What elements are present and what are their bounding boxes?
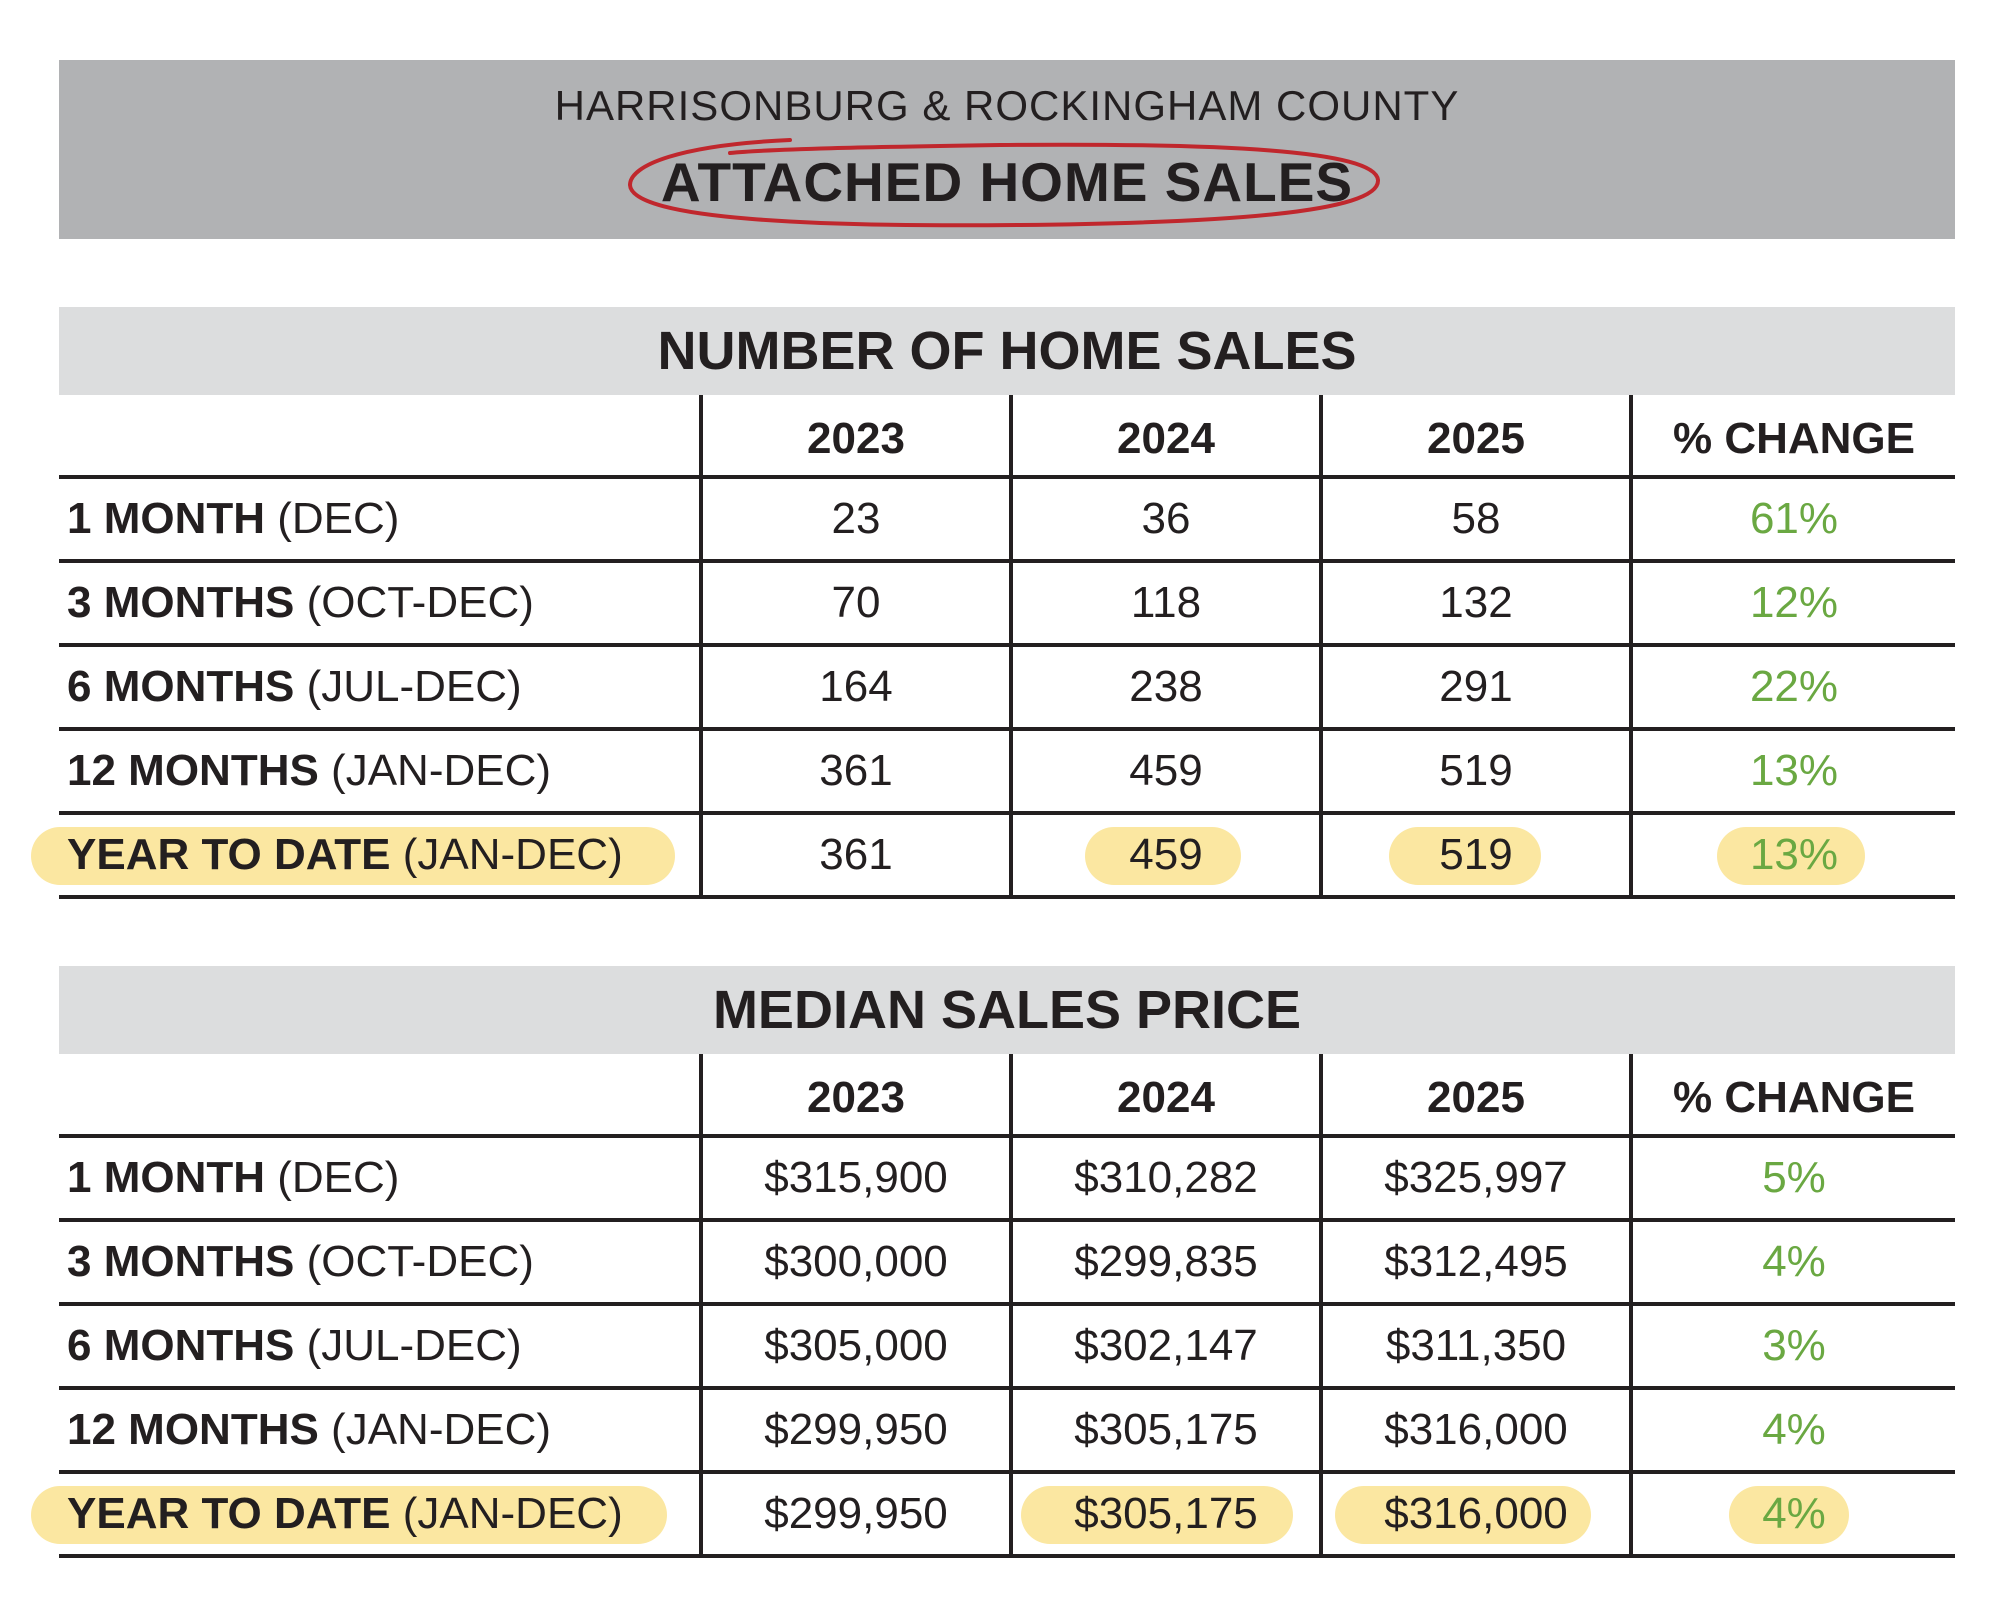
- page-title: ATTACHED HOME SALES: [660, 151, 1354, 213]
- cell-change: 4%: [1629, 1474, 1955, 1554]
- row-label: 1 MONTH (DEC): [67, 494, 400, 543]
- highlight-mark: [31, 827, 675, 885]
- section-title-number-of-sales: NUMBER OF HOME SALES: [59, 307, 1955, 395]
- header-cell: % CHANGE: [1629, 1054, 1955, 1138]
- highlight-mark: [1729, 1486, 1849, 1544]
- cell-change: 22%: [1629, 647, 1955, 727]
- cell-2024: $310,282: [1009, 1138, 1319, 1218]
- cell-2024: 36: [1009, 479, 1319, 559]
- header-cell: % CHANGE: [1629, 395, 1955, 479]
- cell-2023: $300,000: [699, 1222, 1009, 1302]
- row-label: YEAR TO DATE (JAN-DEC): [67, 1489, 623, 1538]
- row-label: 6 MONTHS (JUL-DEC): [67, 662, 522, 711]
- cell-2023: 164: [699, 647, 1009, 727]
- cell-2024: $305,175: [1009, 1474, 1319, 1554]
- cell-2023: $299,950: [699, 1474, 1009, 1554]
- highlight-mark: [31, 1486, 667, 1544]
- cell-change: 5%: [1629, 1138, 1955, 1218]
- header-cell: 2023: [699, 395, 1009, 479]
- header-cell: 2025: [1319, 395, 1629, 479]
- cell-2025: 132: [1319, 563, 1629, 643]
- cell-change: 13%: [1629, 731, 1955, 811]
- row-label: 12 MONTHS (JAN-DEC): [67, 746, 552, 795]
- cell-2024: 238: [1009, 647, 1319, 727]
- header-cell: 2025: [1319, 1054, 1629, 1138]
- header-cell: 2024: [1009, 395, 1319, 479]
- table-row: 3 MONTHS (OCT-DEC) 70 118 132 12%: [59, 563, 1955, 647]
- median-price-table: 2023 2024 2025 % CHANGE 1 MONTH (DEC) $3…: [31, 1054, 1955, 1558]
- cell-2023: 70: [699, 563, 1009, 643]
- row-label: 1 MONTH (DEC): [67, 1153, 400, 1202]
- row-label: 12 MONTHS (JAN-DEC): [67, 1405, 552, 1454]
- cell-2025: $311,350: [1319, 1306, 1629, 1386]
- cell-2024: $305,175: [1009, 1390, 1319, 1470]
- header-cell: 2023: [699, 1054, 1009, 1138]
- table-header-row: 2023 2024 2025 % CHANGE: [59, 1054, 1955, 1138]
- row-label: 3 MONTHS (OCT-DEC): [67, 578, 534, 627]
- cell-2024: $299,835: [1009, 1222, 1319, 1302]
- highlight-mark: [1335, 1486, 1591, 1544]
- cell-2023: $315,900: [699, 1138, 1009, 1218]
- cell-2024: 118: [1009, 563, 1319, 643]
- cell-change: 61%: [1629, 479, 1955, 559]
- header-cell-label: [59, 395, 699, 479]
- region-title: HARRISONBURG & ROCKINGHAM COUNTY: [554, 82, 1460, 129]
- cell-2025: 291: [1319, 647, 1629, 727]
- cell-change: 3%: [1629, 1306, 1955, 1386]
- table-row: 12 MONTHS (JAN-DEC) $299,950 $305,175 $3…: [59, 1390, 1955, 1474]
- cell-2024: $302,147: [1009, 1306, 1319, 1386]
- highlight-mark: [1021, 1486, 1293, 1544]
- header-cell-label: [59, 1054, 699, 1138]
- table-header-row: 2023 2024 2025 % CHANGE: [59, 395, 1955, 479]
- cell-2025: 58: [1319, 479, 1629, 559]
- highlight-mark: [1389, 827, 1541, 885]
- cell-change: 12%: [1629, 563, 1955, 643]
- cell-2025: 519: [1319, 815, 1629, 895]
- row-label: YEAR TO DATE (JAN-DEC): [67, 830, 623, 879]
- row-label: 3 MONTHS (OCT-DEC): [67, 1237, 534, 1286]
- cell-2023: 361: [699, 815, 1009, 895]
- table-row: 3 MONTHS (OCT-DEC) $300,000 $299,835 $31…: [59, 1222, 1955, 1306]
- cell-2024: 459: [1009, 815, 1319, 895]
- table-row: 6 MONTHS (JUL-DEC) $305,000 $302,147 $31…: [59, 1306, 1955, 1390]
- header-cell: 2024: [1009, 1054, 1319, 1138]
- cell-change: 4%: [1629, 1222, 1955, 1302]
- cell-2025: 519: [1319, 731, 1629, 811]
- table-row: 1 MONTH (DEC) $315,900 $310,282 $325,997…: [59, 1138, 1955, 1222]
- row-label: 6 MONTHS (JUL-DEC): [67, 1321, 522, 1370]
- cell-change: 4%: [1629, 1390, 1955, 1470]
- cell-2025: $312,495: [1319, 1222, 1629, 1302]
- title-circle-annotation: [627, 138, 1381, 228]
- table-row-ytd: YEAR TO DATE (JAN-DEC) $299,950 $305,175…: [31, 1474, 1955, 1558]
- cell-2023: 361: [699, 731, 1009, 811]
- cell-2025: $325,997: [1319, 1138, 1629, 1218]
- table-row-ytd: YEAR TO DATE (JAN-DEC) 361 459 519 13%: [31, 815, 1955, 899]
- header-band: HARRISONBURG & ROCKINGHAM COUNTY ATTACHE…: [59, 60, 1955, 239]
- cell-2024: 459: [1009, 731, 1319, 811]
- table-row: 1 MONTH (DEC) 23 36 58 61%: [59, 479, 1955, 563]
- cell-2023: 23: [699, 479, 1009, 559]
- cell-2023: $299,950: [699, 1390, 1009, 1470]
- cell-2023: $305,000: [699, 1306, 1009, 1386]
- section-title-median-price: MEDIAN SALES PRICE: [59, 966, 1955, 1054]
- table-row: 12 MONTHS (JAN-DEC) 361 459 519 13%: [59, 731, 1955, 815]
- cell-2025: $316,000: [1319, 1474, 1629, 1554]
- cell-change: 13%: [1629, 815, 1955, 895]
- number-of-sales-table: 2023 2024 2025 % CHANGE 1 MONTH (DEC) 23…: [31, 395, 1955, 899]
- cell-2025: $316,000: [1319, 1390, 1629, 1470]
- highlight-mark: [1085, 827, 1241, 885]
- table-row: 6 MONTHS (JUL-DEC) 164 238 291 22%: [59, 647, 1955, 731]
- highlight-mark: [1717, 827, 1865, 885]
